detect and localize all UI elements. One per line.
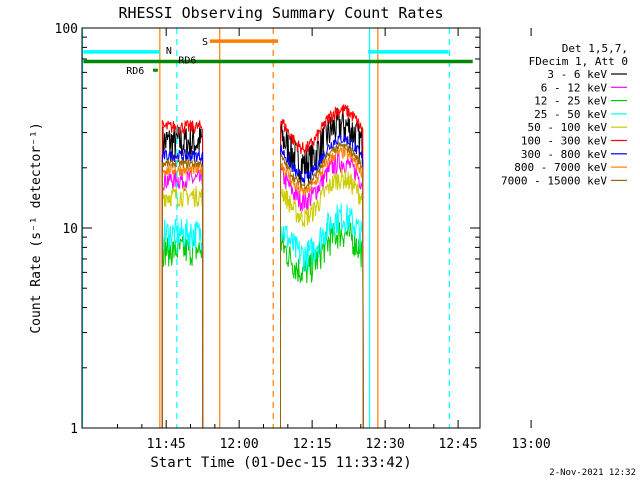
series-line <box>161 146 364 428</box>
x-tick-label: 12:00 <box>220 437 259 452</box>
y-axis: 1 10 100 <box>55 22 480 437</box>
y-tick-label: 100 <box>55 22 78 37</box>
x-axis: 11:45 12:00 12:15 12:30 12:45 13:00 <box>117 28 551 452</box>
flag-label: RD6 <box>178 55 196 66</box>
flag-layer: N S RD6 RD6 <box>83 37 473 77</box>
x-tick-label: 12:15 <box>293 437 332 452</box>
series-line <box>161 133 364 428</box>
series-line <box>161 168 364 428</box>
series-line <box>161 203 364 428</box>
series-line <box>161 107 364 428</box>
legend-entry: 12 - 25 keV <box>534 95 607 108</box>
timestamp: 2-Nov-2021 12:32 <box>549 468 636 478</box>
legend-entry: 800 - 7000 keV <box>514 161 607 174</box>
y-tick-label: 1 <box>70 422 78 437</box>
series-line <box>161 220 364 428</box>
legend-entry: 100 - 300 keV <box>521 135 607 148</box>
vline-layer <box>82 28 450 428</box>
legend-entry: 3 - 6 keV <box>547 68 607 81</box>
x-tick-label: 12:45 <box>439 437 478 452</box>
x-tick-label: 12:30 <box>366 437 405 452</box>
series-line <box>161 104 364 428</box>
flag-label: RD6 <box>126 66 144 77</box>
series-line <box>161 152 364 428</box>
legend-header: Det 1,5,7, <box>562 42 628 55</box>
flag-label: S <box>202 37 208 48</box>
legend-entry: 6 - 12 keV <box>541 81 608 94</box>
legend-header: FDecim 1, Att 0 <box>529 55 628 68</box>
x-axis-label: Start Time (01-Dec-15 11:33:42) <box>150 455 411 471</box>
x-tick-label: 13:00 <box>512 437 551 452</box>
series-layer <box>161 104 364 428</box>
legend-entry: 25 - 50 keV <box>534 108 607 121</box>
legend-entry: 300 - 800 keV <box>521 148 607 161</box>
y-axis-label: Count Rate (s⁻¹ detector⁻¹) <box>29 122 44 333</box>
legend-entry: 7000 - 15000 keV <box>501 174 607 187</box>
x-tick-label: 11:45 <box>147 437 186 452</box>
legend-entry: 50 - 100 keV <box>528 121 608 134</box>
flag-label: N <box>166 46 172 57</box>
series-line <box>161 141 364 428</box>
y-tick-label: 10 <box>62 222 78 237</box>
chart-title: RHESSI Observing Summary Count Rates <box>118 4 443 22</box>
